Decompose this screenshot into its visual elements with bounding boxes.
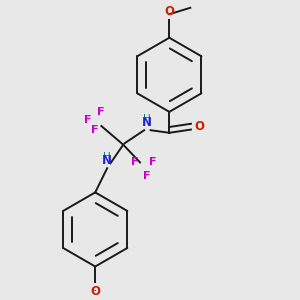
Text: H: H bbox=[143, 114, 151, 124]
Text: F: F bbox=[91, 125, 99, 135]
Text: F: F bbox=[143, 171, 150, 181]
Text: F: F bbox=[131, 158, 139, 167]
Text: O: O bbox=[164, 5, 174, 18]
Text: F: F bbox=[97, 107, 104, 118]
Text: F: F bbox=[84, 115, 92, 124]
Text: O: O bbox=[194, 120, 205, 133]
Text: N: N bbox=[142, 116, 152, 129]
Text: N: N bbox=[101, 154, 112, 166]
Text: O: O bbox=[90, 285, 100, 298]
Text: F: F bbox=[149, 158, 157, 167]
Text: H: H bbox=[103, 152, 110, 162]
